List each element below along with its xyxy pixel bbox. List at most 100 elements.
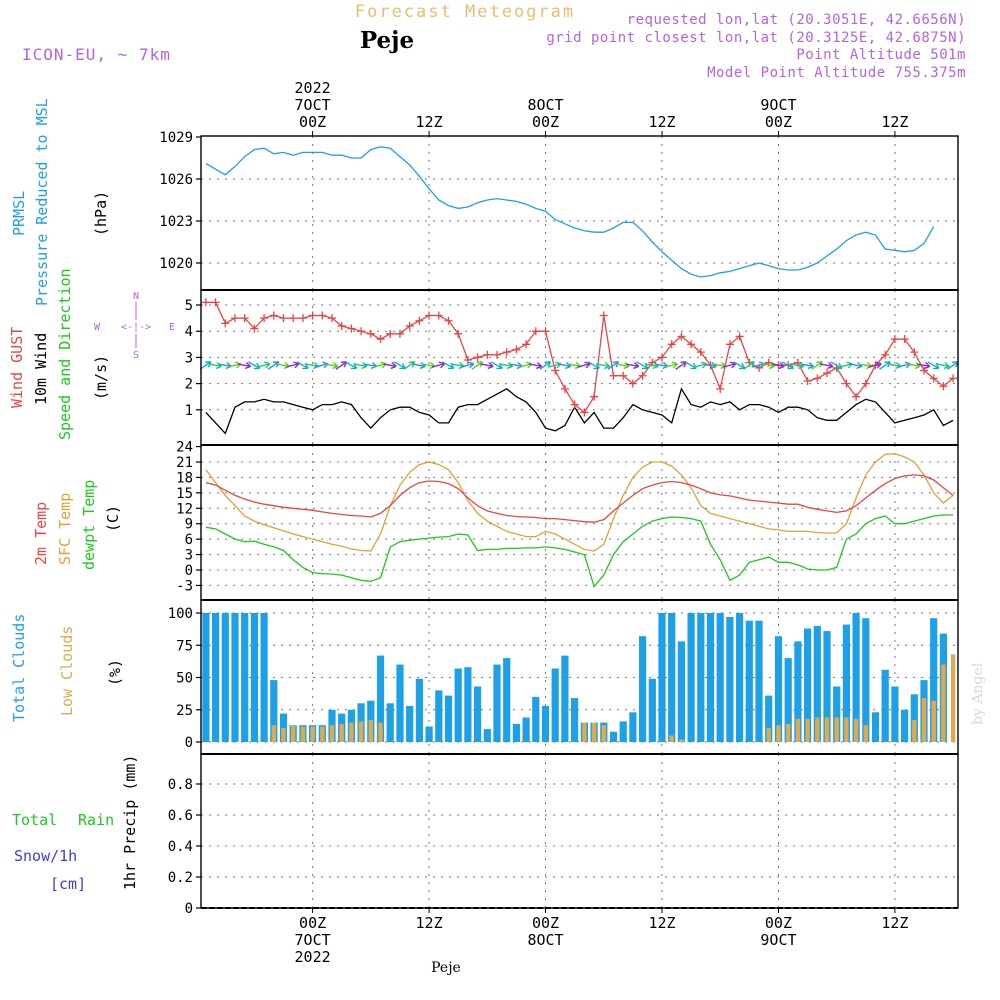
wind-arrow-shaft [743, 361, 755, 370]
gust-marker [881, 350, 890, 359]
wind-arrow-shaft [781, 361, 794, 369]
compass-legend: N W E <-|-> S [94, 291, 175, 361]
grid-layer [201, 136, 958, 908]
total-cloud-bar [706, 613, 715, 742]
wind-arrow-shaft [528, 363, 542, 368]
wind-arrow-head [943, 361, 950, 370]
gust-marker [366, 329, 375, 338]
total-cloud-bar [376, 655, 385, 742]
total-cloud-bar [871, 712, 880, 742]
gust-marker [376, 335, 385, 344]
low-cloud-bar [329, 725, 335, 742]
gust-marker [900, 335, 909, 344]
total-clouds-label: Total Clouds [10, 614, 28, 722]
low-cloud-bar [349, 722, 354, 742]
pressure-reduced-label: Pressure Reduced to MSL [33, 98, 51, 306]
gust-marker [522, 340, 531, 349]
compass-arrows: <-|-> [121, 322, 151, 333]
low-cloud-bar [281, 727, 286, 742]
low-cloud-bar [950, 654, 956, 742]
wind-direction-arrow [257, 361, 271, 369]
gust-marker [483, 350, 492, 359]
y-tick-label-precip: 0.4 [168, 839, 193, 855]
gust-marker [822, 369, 831, 378]
wind-arrow-shaft [442, 361, 455, 369]
gust-marker [590, 392, 599, 401]
gust-marker [852, 392, 861, 401]
total-cloud-bar [804, 628, 812, 742]
wind-arrow-shaft [946, 361, 959, 370]
bottom-time-label: 12Z [648, 914, 675, 932]
wind-arrow-shaft [887, 363, 901, 368]
total-cloud-bar [726, 616, 734, 742]
gust-marker [328, 314, 337, 323]
y-tick-label-pressure: 1026 [159, 172, 193, 188]
total-cloud-bar [522, 717, 530, 742]
low-cloud-bar [300, 726, 306, 742]
wind-arrow-head [584, 361, 591, 369]
wind-arrow-shaft [480, 363, 494, 368]
gust-marker [289, 314, 298, 323]
total-cloud-bar [444, 695, 453, 742]
y-tick-label-pressure: 1023 [159, 214, 193, 230]
gust-marker [609, 371, 618, 380]
bottom-time-label: 12Z [416, 914, 443, 932]
low-cloud-bar [824, 717, 830, 742]
wind-arrow-shaft [761, 363, 775, 368]
low-cloud-bar [805, 718, 810, 742]
low-cloud-bar [669, 735, 674, 742]
total-cloud-bar [823, 631, 831, 742]
gust-marker [347, 324, 356, 333]
y-tick-label-temperature: 18 [176, 470, 193, 486]
total-cloud-bar [493, 664, 501, 742]
wind-arrow-shaft [208, 363, 222, 368]
total-cloud-bar [571, 698, 579, 742]
y-tick-label-wind: 1 [185, 403, 193, 419]
panel-frame-precip [200, 753, 959, 909]
gust-marker [308, 311, 317, 320]
total-cloud-bar [697, 613, 705, 742]
gust-marker [473, 353, 482, 362]
wind-arrow-shaft [324, 363, 339, 368]
y-tick-label-temperature: 15 [176, 486, 193, 502]
total-cloud-bar [415, 678, 423, 742]
wind-direction-arrow [286, 361, 300, 369]
gust-marker [667, 340, 676, 349]
wind-arrow-head [778, 361, 785, 370]
wind-arrow-shaft [286, 363, 300, 368]
gust-marker [657, 353, 666, 362]
y-tick-label-pressure: 1020 [159, 256, 193, 272]
gust-marker [638, 371, 647, 380]
gust-marker [735, 332, 744, 341]
gust-marker [512, 345, 521, 354]
wind-arrow-shaft [383, 363, 397, 368]
low-cloud-bar [291, 725, 296, 742]
total-cloud-bar [658, 613, 666, 742]
wind-direction-arrow [237, 361, 252, 370]
wind-arrow-shaft [771, 363, 785, 368]
clouds-unit-label: (%) [106, 659, 124, 686]
wind-10m-label: 10m Wind [32, 333, 50, 405]
total-cloud-bar [833, 686, 841, 742]
gust-marker [386, 329, 395, 338]
gust-marker [570, 400, 579, 409]
top-time-label: 7OCT [295, 96, 331, 114]
top-time-label: 12Z [881, 113, 908, 131]
wind-arrow-shaft [557, 363, 571, 368]
gust-marker [250, 324, 259, 333]
wind-arrow-shaft [596, 363, 610, 368]
gust-marker [842, 379, 851, 388]
y-tick-label-temperature: 24 [176, 440, 193, 456]
total-cloud-bar [212, 613, 220, 742]
wind-arrow-shaft [305, 363, 319, 368]
low-cloud-bar [339, 723, 344, 742]
low-cloud-bar [921, 698, 927, 742]
wind-arrow-shaft [879, 361, 891, 370]
temp-2m-line [205, 474, 954, 523]
temp-2m-label: 2m Temp [32, 502, 50, 565]
gust-marker [929, 374, 938, 383]
wind-arrow-shaft [567, 363, 581, 368]
pressure-unit-label: (hPa) [92, 191, 110, 236]
bottom-time-label: 8OCT [527, 931, 563, 949]
gust-marker [910, 348, 919, 357]
